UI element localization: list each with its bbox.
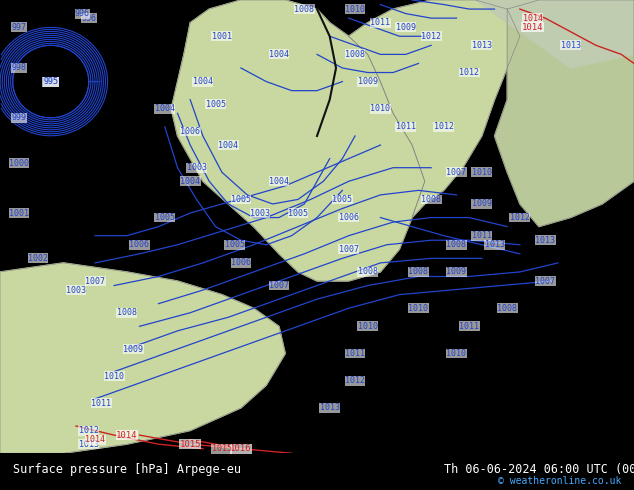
Polygon shape (495, 0, 634, 226)
Text: 996: 996 (81, 14, 96, 23)
Text: 1001: 1001 (212, 32, 232, 41)
Text: 1010: 1010 (370, 104, 391, 113)
Text: 1009: 1009 (396, 23, 416, 32)
Text: 1010: 1010 (408, 304, 429, 313)
Text: 1006: 1006 (129, 240, 150, 249)
Text: 998: 998 (11, 64, 27, 73)
Text: 1004: 1004 (180, 177, 200, 186)
Text: 1008: 1008 (446, 240, 467, 249)
Text: 1009: 1009 (446, 268, 467, 276)
Text: 1009: 1009 (123, 344, 143, 353)
Text: 1007: 1007 (339, 245, 359, 254)
Text: 1011: 1011 (345, 349, 365, 358)
Text: 1003: 1003 (186, 163, 207, 172)
Text: 1004: 1004 (193, 77, 213, 86)
Text: 1006: 1006 (180, 127, 200, 136)
Text: 1006: 1006 (231, 258, 251, 268)
Text: 1007: 1007 (269, 281, 289, 290)
Text: 995: 995 (42, 77, 59, 86)
Text: 1011: 1011 (91, 399, 112, 408)
Text: 1015: 1015 (179, 440, 201, 449)
Text: 1005: 1005 (205, 100, 226, 109)
Text: 1004: 1004 (218, 141, 238, 149)
Text: 1012: 1012 (79, 426, 99, 435)
Text: 1008: 1008 (345, 50, 365, 59)
Text: 1005: 1005 (155, 213, 175, 222)
Text: 1003: 1003 (66, 286, 86, 294)
Text: 1014: 1014 (522, 23, 543, 32)
Text: 1010: 1010 (472, 168, 492, 177)
Text: 1012: 1012 (434, 122, 454, 131)
Text: 1003: 1003 (250, 209, 270, 218)
Polygon shape (171, 0, 425, 281)
Polygon shape (476, 0, 634, 68)
Text: 1010: 1010 (446, 349, 467, 358)
Text: 1007: 1007 (446, 168, 467, 177)
Text: 1012: 1012 (510, 213, 530, 222)
Text: 1007: 1007 (85, 276, 105, 286)
Text: 1012: 1012 (421, 32, 441, 41)
Text: 1001: 1001 (9, 209, 29, 218)
Text: 1013: 1013 (472, 41, 492, 50)
Text: 996: 996 (75, 9, 90, 18)
Text: 1004: 1004 (155, 104, 175, 113)
Text: 1007: 1007 (535, 276, 555, 286)
Text: 997: 997 (11, 23, 27, 32)
Text: 1010: 1010 (104, 372, 124, 381)
Text: 1013: 1013 (484, 240, 505, 249)
Text: 1011: 1011 (459, 322, 479, 331)
Text: 1009: 1009 (358, 77, 378, 86)
Text: 1008: 1008 (294, 4, 314, 14)
Text: 995: 995 (43, 77, 58, 86)
Text: 1008: 1008 (497, 304, 517, 313)
Text: 1002: 1002 (28, 254, 48, 263)
Text: 1011: 1011 (396, 122, 416, 131)
Text: 1008: 1008 (408, 268, 429, 276)
Text: 1011: 1011 (472, 231, 492, 240)
Text: 1013: 1013 (79, 440, 99, 449)
Text: 1013: 1013 (535, 236, 555, 245)
Text: 1014: 1014 (522, 14, 543, 23)
Text: 1005: 1005 (288, 209, 308, 218)
Text: Th 06-06-2024 06:00 UTC (00+06): Th 06-06-2024 06:00 UTC (00+06) (444, 463, 634, 476)
Polygon shape (349, 0, 520, 218)
Text: 1015: 1015 (212, 444, 232, 453)
Text: 1005: 1005 (224, 240, 245, 249)
Text: 1012: 1012 (459, 68, 479, 77)
Text: 1011: 1011 (370, 18, 391, 27)
Text: 1016: 1016 (230, 444, 252, 453)
Text: 1010: 1010 (345, 4, 365, 14)
Text: 999: 999 (11, 113, 27, 122)
Text: 1014: 1014 (85, 435, 105, 444)
Text: 1013: 1013 (320, 403, 340, 413)
Text: 1004: 1004 (269, 177, 289, 186)
Polygon shape (0, 263, 285, 453)
Text: 1014: 1014 (116, 431, 138, 440)
Text: 1008: 1008 (358, 268, 378, 276)
Text: 1008: 1008 (117, 308, 137, 317)
Text: 1005: 1005 (332, 195, 353, 204)
Text: 1012: 1012 (345, 376, 365, 385)
Text: 1009: 1009 (472, 199, 492, 208)
Text: 1005: 1005 (231, 195, 251, 204)
Text: 1004: 1004 (269, 50, 289, 59)
Text: 1013: 1013 (560, 41, 581, 50)
Text: 1000: 1000 (9, 159, 29, 168)
Text: © weatheronline.co.uk: © weatheronline.co.uk (498, 476, 621, 486)
Text: Surface pressure [hPa] Arpege-eu: Surface pressure [hPa] Arpege-eu (13, 463, 241, 476)
Text: 1010: 1010 (358, 322, 378, 331)
Text: 1006: 1006 (339, 213, 359, 222)
Text: 1008: 1008 (421, 195, 441, 204)
